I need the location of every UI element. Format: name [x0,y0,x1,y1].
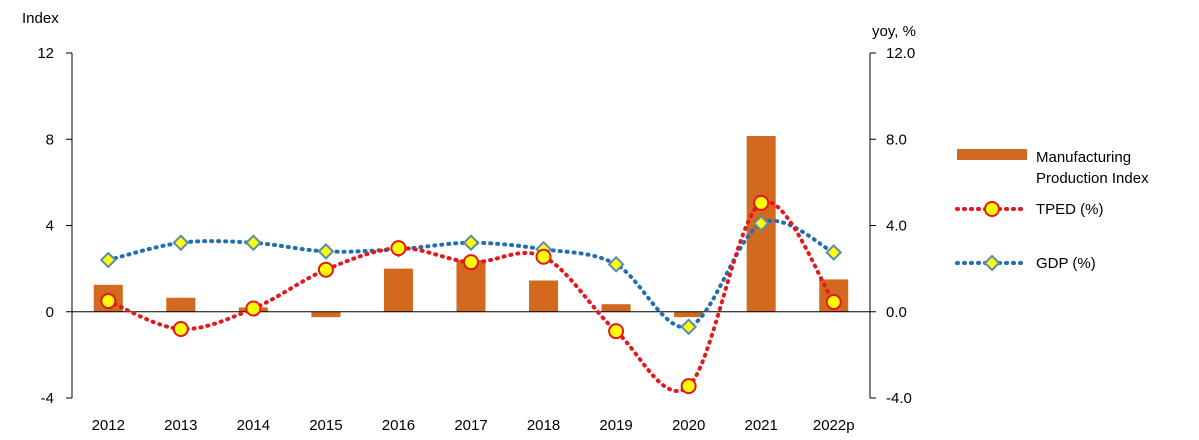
x-tick-label: 2013 [164,417,197,434]
bar-2013 [166,297,196,312]
legend: Manufacturing Production Index TPED (%) GDP… [955,149,1149,272]
left-tick-label: 8 [46,131,54,148]
marker-tped-2013 [172,321,189,337]
left-tick-label: -4 [41,390,54,407]
marker-gdp-2017 [462,234,480,252]
marker-gdp-2022p [825,244,843,261]
x-tick-label: 2020 [672,417,705,434]
x-tick-label: 2019 [599,417,632,434]
left-tick-label: 12 [37,45,54,62]
bar-2015 [311,311,341,318]
marker-tped-2016 [390,240,407,257]
marker-tped-2020 [680,378,697,395]
x-tick-label: 2017 [454,417,487,434]
marker-tped-2014 [245,300,262,317]
right-axis-title: yoy, % [872,23,916,40]
marker-gdp-2019 [607,255,625,273]
x-tick-label: 2015 [309,417,342,434]
marker-gdp-2014 [244,234,262,252]
right-tick-label: 0.0 [886,304,907,321]
marker-tped-2017 [463,254,479,271]
series-line-gdp [106,219,836,330]
x-tick-label: 2018 [527,417,560,434]
right-tick-label: 8.0 [886,131,907,148]
marker-tped-2012 [100,292,117,309]
x-tick-label: 2016 [382,417,415,434]
bar-2018 [529,280,559,312]
right-tick-label: 4.0 [886,218,907,235]
left-axis-title: Index [22,10,59,27]
left-tick-label: 0 [46,304,54,321]
bar-2016 [383,268,413,312]
right-tick-label: -4.0 [886,390,912,407]
marker-gdp-2015 [317,242,335,260]
marker-tped-2021 [753,194,770,211]
marker-gdp-2013 [172,234,190,252]
bar-2019 [601,304,631,312]
legend-label-gdp: GDP (%) [1036,255,1096,272]
marker-gdp-2020 [680,318,698,336]
x-tick-label: 2014 [237,417,270,434]
legend-label-manufacturing: Production Index [1036,170,1149,187]
x-tick-label: 2022p [813,417,855,434]
marker-legend-gdp [983,254,1001,272]
marker-tped-2022p [825,294,842,311]
right-tick-label: 12.0 [886,45,915,62]
left-tick-label: 4 [46,218,54,235]
x-tick-label: 2021 [744,417,777,434]
legend-label-tped: TPED (%) [1036,201,1104,218]
legend-label-manufacturing: Manufacturing [1036,149,1131,166]
bar-2020 [674,311,704,318]
marker-tped-2019 [608,323,625,340]
plot-area: -4 0 4 8 12 -4.0 0.0 4.0 8.0 12.0 2012 2013 2014 2015… [37,45,915,434]
marker-tped-2015 [317,261,334,278]
legend-swatch-manufacturing [957,149,1027,160]
marker-gdp-2012 [99,251,117,269]
marker-tped-2018 [535,248,552,265]
x-tick-label: 2012 [92,417,125,434]
marker-legend-tped [984,201,1000,217]
marker-gdp-2021 [752,214,770,232]
